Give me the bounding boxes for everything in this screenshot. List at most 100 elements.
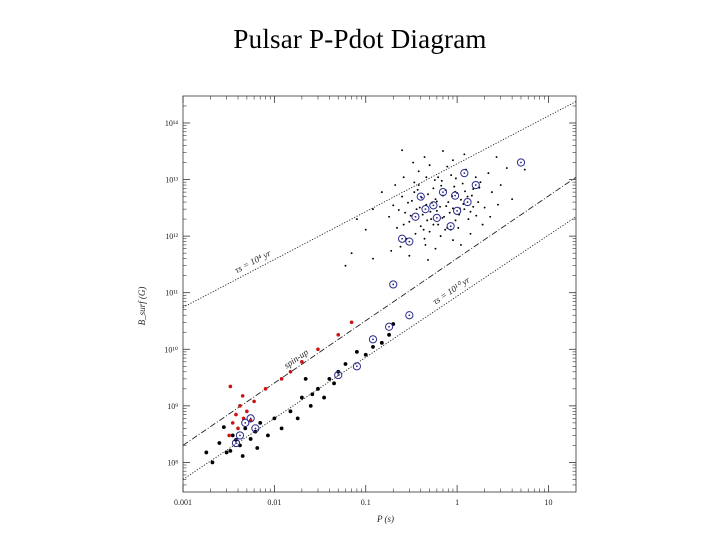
data-point xyxy=(412,161,415,164)
data-point-circle xyxy=(241,418,250,427)
data-point xyxy=(240,454,245,458)
data-point xyxy=(418,206,421,209)
data-point xyxy=(427,193,429,196)
data-point xyxy=(439,205,441,208)
x-tick-label: 0.01 xyxy=(267,498,281,507)
data-point xyxy=(322,395,326,400)
data-point xyxy=(407,201,409,204)
data-point xyxy=(404,211,407,214)
data-point xyxy=(344,264,347,267)
data-point xyxy=(217,441,222,445)
data-point xyxy=(240,394,245,398)
plot-area-frame xyxy=(182,95,577,493)
data-point xyxy=(432,187,435,190)
data-point-circle-center xyxy=(449,225,452,228)
data-point-circle-center xyxy=(401,237,404,240)
data-point xyxy=(430,218,433,221)
x-tick-label: 1 xyxy=(455,498,459,507)
data-point xyxy=(364,228,367,231)
data-point xyxy=(355,218,358,221)
x-tick-label: 0.1 xyxy=(361,498,371,507)
data-point xyxy=(467,218,470,221)
data-point xyxy=(413,181,416,184)
data-point-circle xyxy=(411,212,420,221)
data-point-circle-center xyxy=(392,283,395,286)
data-point xyxy=(451,239,454,242)
data-point-circle xyxy=(446,222,455,231)
data-point xyxy=(303,376,308,381)
data-point xyxy=(316,386,320,391)
data-point xyxy=(288,409,293,414)
data-point-circle xyxy=(251,424,260,433)
data-point-circle xyxy=(463,197,472,207)
data-point xyxy=(419,225,422,228)
data-point xyxy=(472,205,475,208)
data-point xyxy=(443,215,446,218)
data-point-circle xyxy=(334,370,343,380)
data-point xyxy=(238,404,242,408)
data-point xyxy=(414,232,417,235)
data-point-circle-center xyxy=(432,204,435,207)
data-point xyxy=(483,206,486,209)
data-point-circle xyxy=(235,431,245,440)
data-point-circle xyxy=(398,234,407,243)
data-point xyxy=(427,258,429,261)
data-point xyxy=(425,176,428,179)
data-point xyxy=(446,165,449,168)
data-point xyxy=(463,153,466,156)
data-point-circle-center xyxy=(235,442,237,444)
data-point xyxy=(447,201,450,204)
data-point xyxy=(441,216,444,219)
data-point xyxy=(230,433,235,438)
data-point xyxy=(454,219,457,222)
data-point-circle-center xyxy=(463,172,466,175)
reference-line-1 xyxy=(183,101,576,308)
data-point xyxy=(397,209,400,211)
data-point xyxy=(327,376,332,381)
y-tick-label: 10¹¹ xyxy=(165,289,178,298)
data-point xyxy=(466,195,469,198)
data-point xyxy=(387,332,391,337)
data-point-circle-center xyxy=(249,417,252,420)
data-point-circle xyxy=(405,311,414,320)
data-point xyxy=(497,203,499,206)
data-point xyxy=(444,228,447,231)
data-point xyxy=(372,208,374,211)
data-point xyxy=(402,176,405,179)
data-point xyxy=(410,199,413,202)
data-point xyxy=(448,211,451,214)
data-point xyxy=(228,384,233,389)
data-point xyxy=(428,164,431,167)
data-point-circle xyxy=(421,205,430,214)
data-point xyxy=(432,223,435,226)
data-point-circle xyxy=(516,158,526,167)
data-point xyxy=(245,409,249,414)
y-tick-label: 10¹² xyxy=(165,232,178,241)
data-point-circle-center xyxy=(454,194,456,197)
data-point xyxy=(228,448,233,453)
data-point xyxy=(266,433,270,438)
data-point xyxy=(204,450,209,455)
data-point-circle xyxy=(471,180,480,190)
data-point xyxy=(316,347,320,352)
data-point xyxy=(451,159,454,162)
data-point xyxy=(295,416,300,421)
data-point xyxy=(401,149,404,152)
data-point xyxy=(252,399,256,404)
x-tick-label: 0.001 xyxy=(174,498,192,507)
data-point xyxy=(243,426,248,431)
data-point-circle-center xyxy=(408,314,411,317)
data-point xyxy=(426,219,429,222)
data-point xyxy=(258,420,263,425)
data-point xyxy=(477,201,480,204)
data-point xyxy=(487,172,490,175)
data-point xyxy=(523,168,526,171)
data-point xyxy=(423,237,426,240)
data-point-circle xyxy=(389,280,398,289)
data-point-circle xyxy=(246,414,255,423)
y-tick-label: 10¹³ xyxy=(165,176,178,185)
data-point-circle xyxy=(352,362,361,371)
series-circled-pulsars xyxy=(231,158,526,448)
data-point xyxy=(463,208,466,211)
